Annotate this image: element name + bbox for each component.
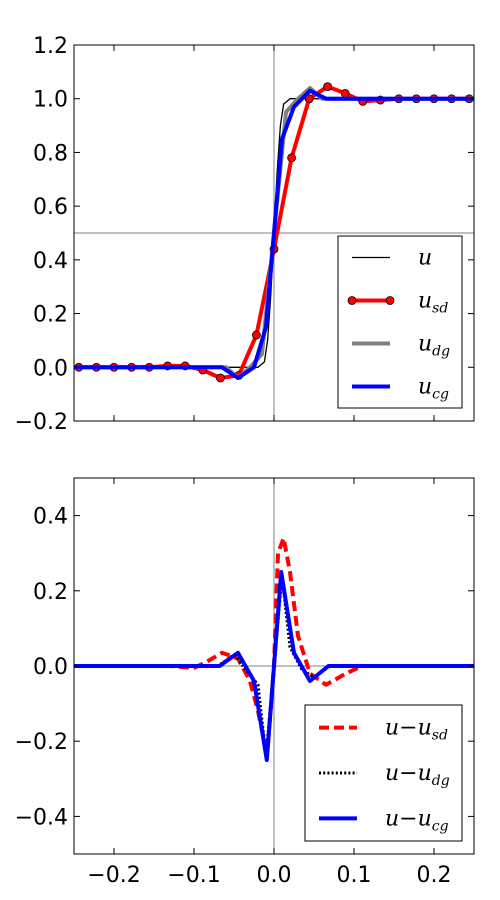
legend-label: u−usd [385, 716, 448, 744]
top-panel-solution: −0.2 0.0 0.2 0.4 0.6 0.8 1.0 1.2 u usd udg ucg [15, 34, 475, 435]
y-tick-label: −0.4 [15, 805, 68, 830]
legend-marker [385, 296, 395, 305]
legend-label: ucg [418, 375, 449, 403]
y-tick-label: 0.4 [33, 505, 68, 530]
data-point-sd [287, 153, 297, 163]
bottom-panel-error: −0.2 −0.1 0.0 0.1 0.2−0.4−0.20.00.20.4u−usdu… [15, 477, 475, 888]
legend: u−usd u−udg u−ucg [304, 704, 463, 842]
x-tick-label: 0.2 [417, 863, 452, 888]
data-point-sd [323, 82, 333, 92]
legend-marker [347, 296, 357, 305]
y-tick-label: 1.0 [33, 88, 68, 113]
y-tick-label: 0.2 [33, 580, 68, 605]
legend-label: usd [418, 289, 448, 317]
legend-label: u [418, 246, 432, 271]
data-point-sd [304, 94, 314, 104]
y-tick-label: 1.2 [33, 34, 68, 59]
y-tick-label: 0.0 [33, 356, 68, 381]
legend: u usd udg ucg [337, 235, 463, 409]
x-tick-label: −0.1 [167, 863, 220, 888]
data-point-sd [215, 373, 225, 383]
x-tick-label: 0.0 [257, 863, 292, 888]
y-tick-label: 0.6 [33, 195, 68, 220]
legend-label: u−ucg [385, 806, 449, 834]
y-tick-label: 0.8 [33, 141, 68, 166]
y-tick-label: 0.0 [33, 655, 68, 680]
y-tick-label: −0.2 [15, 730, 68, 755]
x-tick-label: 0.1 [337, 863, 372, 888]
y-tick-label: 0.4 [33, 249, 68, 274]
y-tick-label: −0.2 [15, 410, 68, 435]
data-point-sd [340, 88, 350, 98]
y-tick-label: 0.2 [33, 303, 68, 328]
legend-label: udg [418, 332, 450, 360]
x-tick-label: −0.2 [87, 863, 140, 888]
series-line-cg [74, 88, 474, 380]
legend-label: u−udg [385, 761, 450, 789]
series-line-cg [74, 570, 474, 762]
data-point-sd [251, 330, 261, 340]
